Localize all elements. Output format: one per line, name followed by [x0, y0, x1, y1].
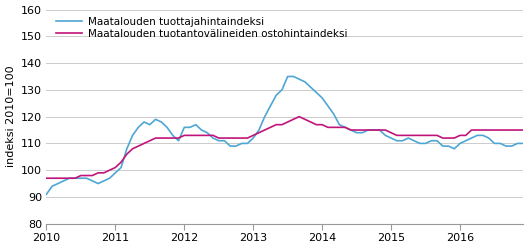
- Maatalouden tuotantovälineiden ostohintaindeksi: [198, 134, 205, 137]
- Maatalouden tuotantovälineiden ostohintaindeksi: [325, 126, 331, 129]
- Maatalouden tuottajahintaindeksi: [118, 166, 124, 169]
- Legend: Maatalouden tuottajahintaindeksi, Maatalouden tuotantovälineiden ostohintaindeks: Maatalouden tuottajahintaindeksi, Maatal…: [57, 17, 347, 39]
- Maatalouden tuotantovälineiden ostohintaindeksi: [296, 115, 303, 118]
- Maatalouden tuottajahintaindeksi: [279, 88, 285, 91]
- Maatalouden tuotantovälineiden ostohintaindeksi: [342, 126, 348, 129]
- Maatalouden tuottajahintaindeksi: [285, 75, 291, 78]
- Maatalouden tuottajahintaindeksi: [43, 193, 50, 196]
- Maatalouden tuottajahintaindeksi: [342, 126, 348, 129]
- Line: Maatalouden tuotantovälineiden ostohintaindeksi: Maatalouden tuotantovälineiden ostohinta…: [47, 117, 529, 178]
- Maatalouden tuotantovälineiden ostohintaindeksi: [279, 123, 285, 126]
- Line: Maatalouden tuottajahintaindeksi: Maatalouden tuottajahintaindeksi: [47, 76, 529, 194]
- Maatalouden tuottajahintaindeksi: [198, 128, 205, 131]
- Maatalouden tuottajahintaindeksi: [325, 104, 331, 107]
- Y-axis label: indeksi 2010=100: indeksi 2010=100: [6, 66, 15, 167]
- Maatalouden tuotantovälineiden ostohintaindeksi: [118, 161, 124, 164]
- Maatalouden tuotantovälineiden ostohintaindeksi: [43, 177, 50, 180]
